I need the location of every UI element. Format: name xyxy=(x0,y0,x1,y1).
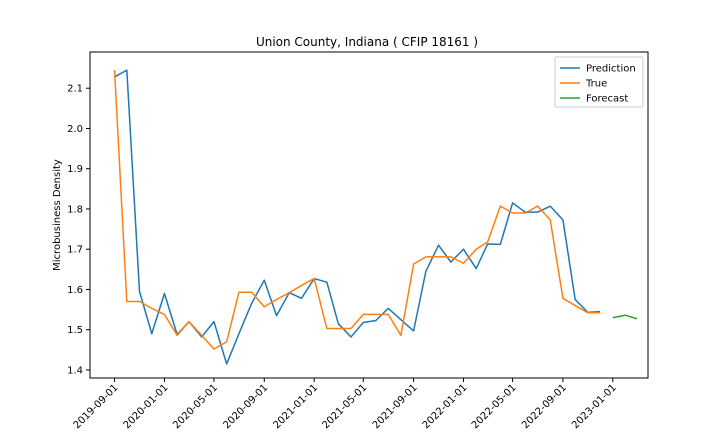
legend-label-forecast: Forecast xyxy=(586,94,628,105)
y-axis-label: Microbusiness Density xyxy=(52,159,63,271)
y-tick-label: 1.5 xyxy=(67,325,83,336)
legend-label-true: True xyxy=(585,79,607,90)
series-line-forecast xyxy=(612,314,638,320)
y-tick-label: 1.9 xyxy=(67,164,83,175)
y-tick-label: 2.0 xyxy=(67,124,83,135)
y-tick-label: 1.8 xyxy=(67,204,83,215)
chart-title: Union County, Indiana ( CFIP 18161 ) xyxy=(256,35,478,49)
plot-area xyxy=(113,69,638,365)
y-tick-label: 1.6 xyxy=(67,285,83,296)
y-tick-label: 1.7 xyxy=(67,245,83,256)
plot-frame xyxy=(89,51,649,379)
legend-label-prediction: Prediction xyxy=(586,64,636,75)
series-line-true xyxy=(113,70,601,350)
y-tick-label: 2.1 xyxy=(67,84,83,95)
y-tick-label: 1.4 xyxy=(67,365,83,376)
legend: Prediction True Forecast xyxy=(554,56,644,108)
legend-box xyxy=(554,56,644,108)
